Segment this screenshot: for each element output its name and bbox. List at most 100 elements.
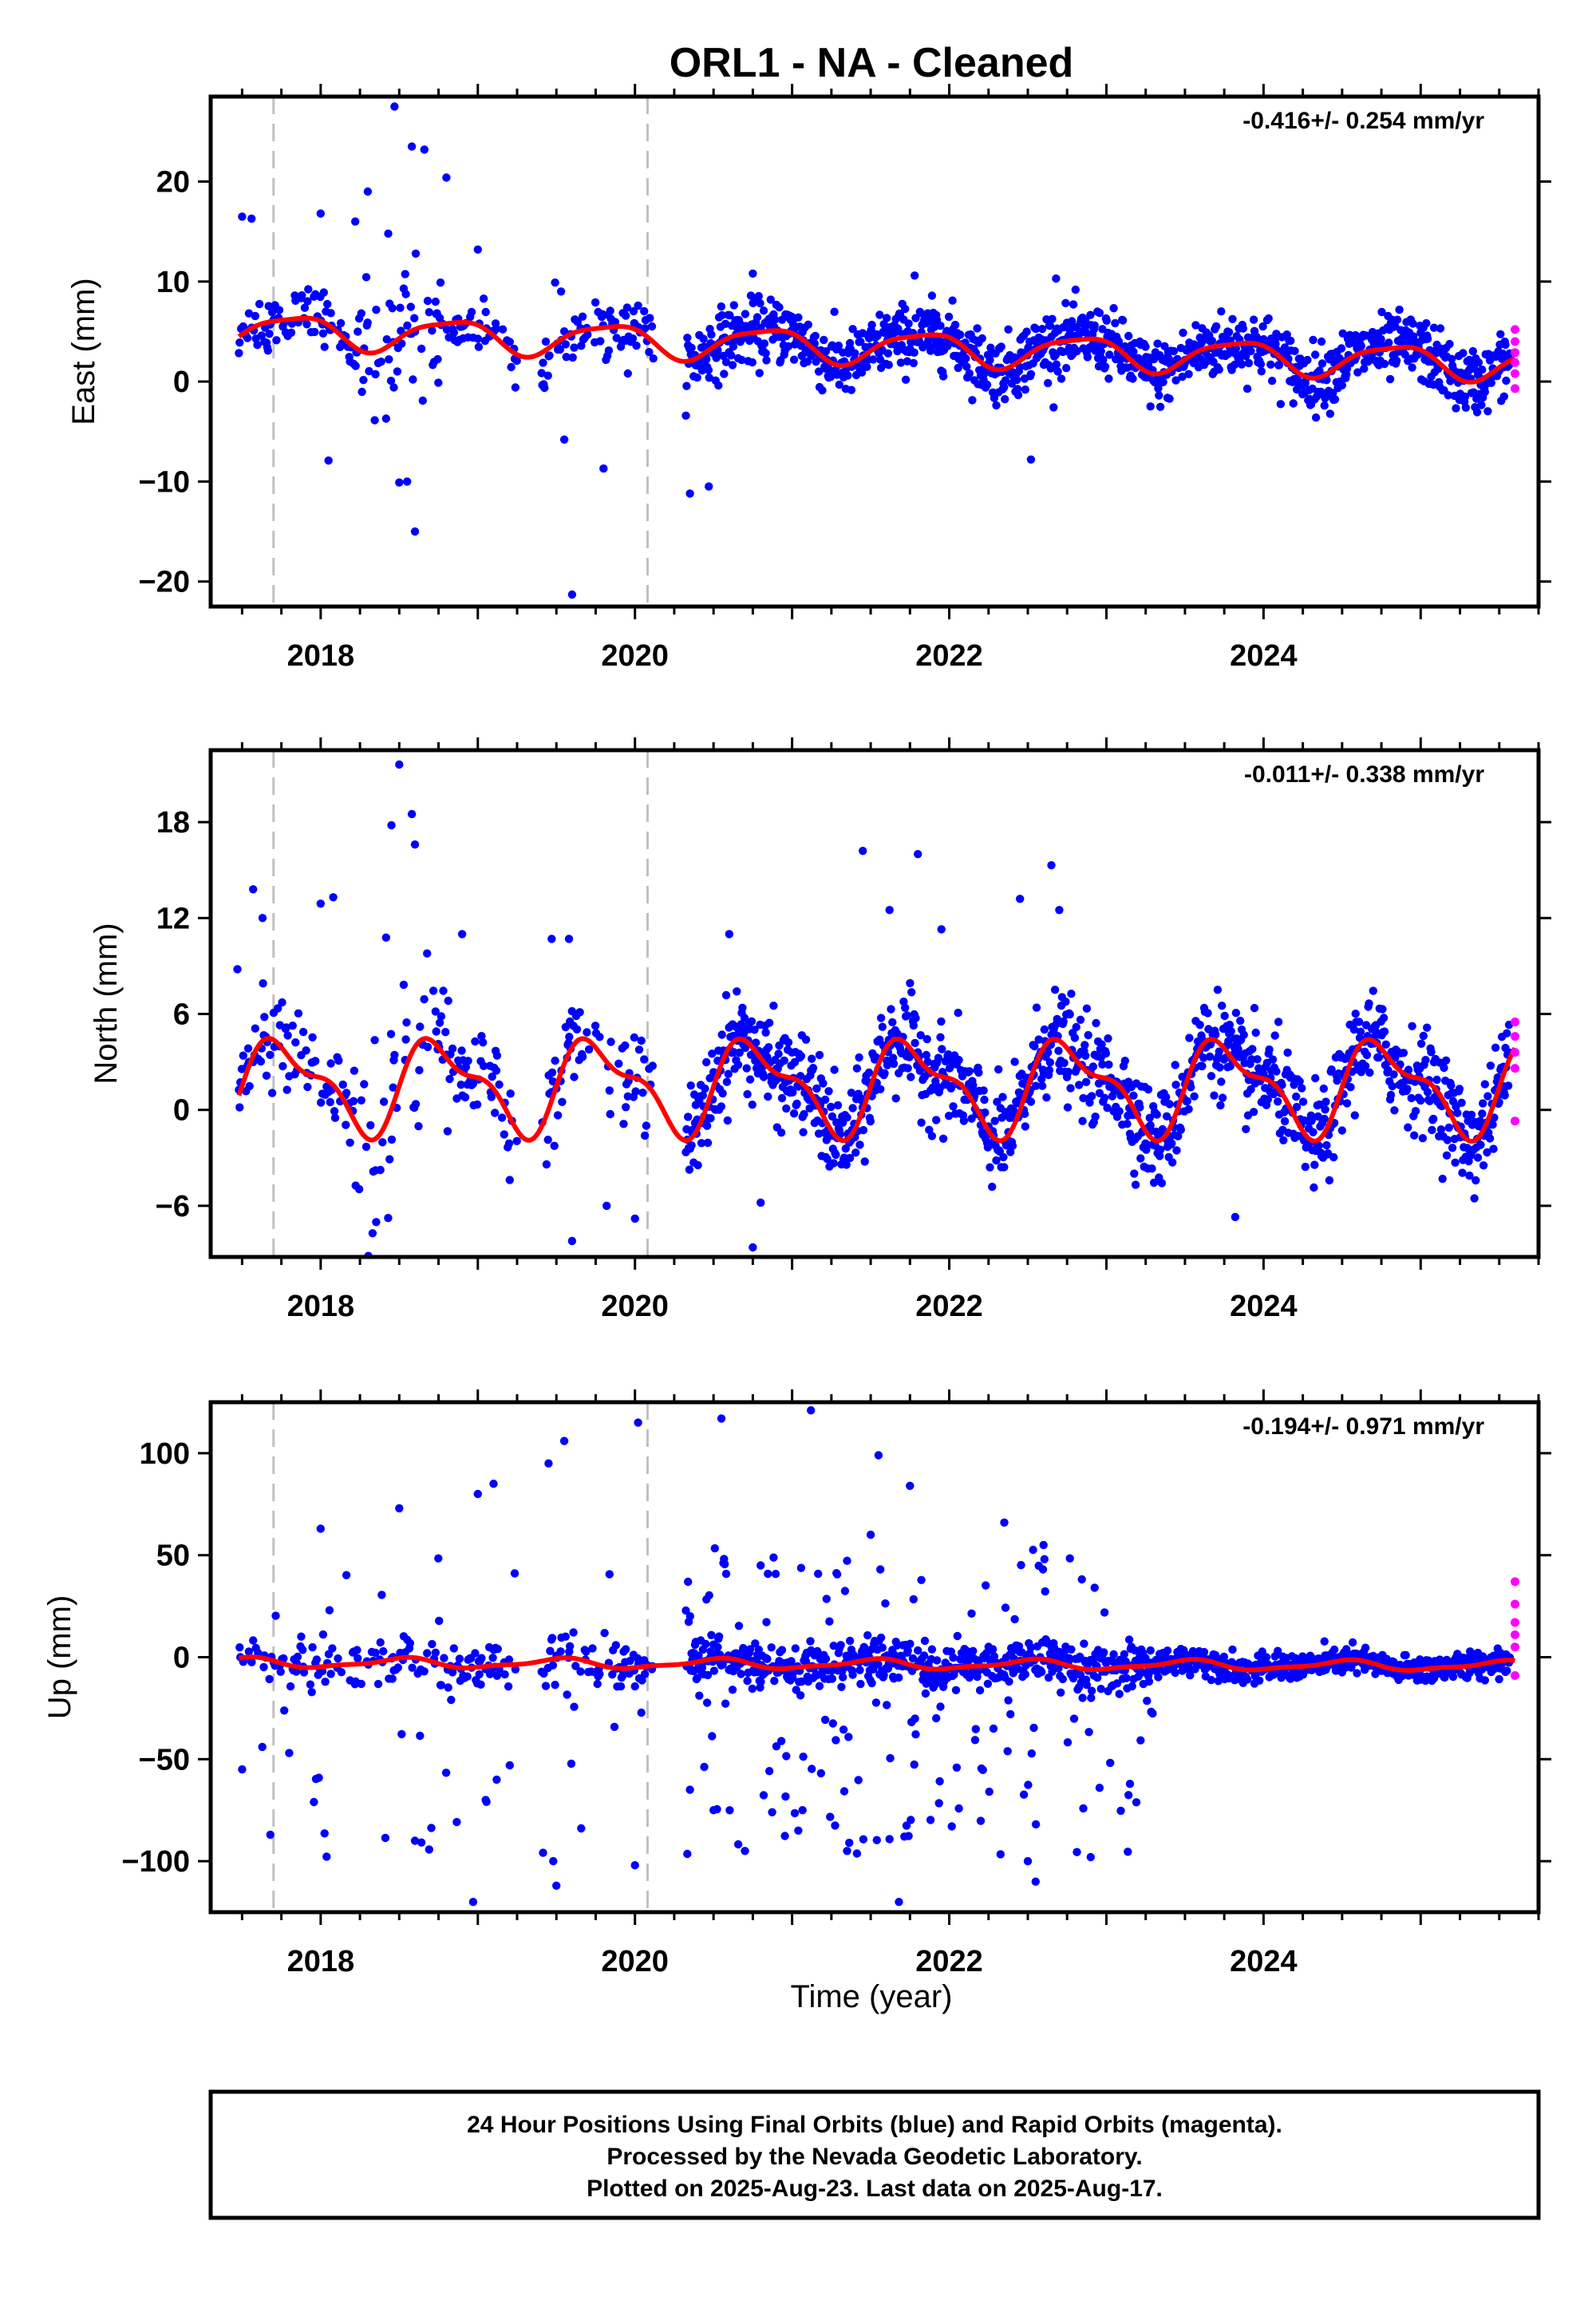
data-point xyxy=(498,1113,506,1121)
data-point xyxy=(468,308,476,316)
data-point xyxy=(339,1081,347,1089)
data-point xyxy=(1104,374,1112,382)
data-point xyxy=(1073,1023,1080,1031)
data-point xyxy=(904,1832,912,1840)
outlier-point xyxy=(317,1524,325,1532)
data-point xyxy=(877,1014,885,1022)
data-point xyxy=(1343,1099,1351,1107)
data-point xyxy=(1184,370,1192,378)
data-point xyxy=(741,310,749,318)
data-point xyxy=(1240,1031,1248,1039)
data-point xyxy=(693,373,701,381)
data-point xyxy=(440,1654,448,1662)
data-point xyxy=(1476,1140,1484,1148)
data-point xyxy=(366,1121,374,1129)
data-point xyxy=(464,1057,472,1065)
data-point xyxy=(1495,1675,1503,1683)
data-point xyxy=(986,1788,994,1796)
data-point xyxy=(259,1663,267,1671)
data-point xyxy=(287,329,295,337)
data-point xyxy=(910,1595,918,1603)
data-point xyxy=(1196,1021,1204,1029)
data-point xyxy=(428,1640,436,1648)
data-point xyxy=(687,1081,695,1089)
outlier-point xyxy=(411,840,419,848)
data-point xyxy=(817,1769,825,1777)
data-point xyxy=(610,1723,618,1731)
data-point xyxy=(1503,1030,1511,1037)
data-point xyxy=(892,1094,900,1102)
data-point xyxy=(901,305,909,313)
data-point xyxy=(638,1089,646,1097)
data-point xyxy=(358,1097,365,1105)
data-point xyxy=(770,1677,778,1685)
data-point xyxy=(869,355,877,363)
data-point xyxy=(718,1089,726,1097)
data-point xyxy=(1004,326,1012,334)
data-point xyxy=(354,327,361,335)
data-point xyxy=(910,1022,918,1030)
data-point xyxy=(1078,1694,1086,1701)
data-point xyxy=(1216,1101,1224,1109)
outlier-point xyxy=(249,885,257,893)
data-point xyxy=(936,322,944,330)
data-point xyxy=(412,250,420,258)
data-point xyxy=(1352,1010,1360,1018)
rapid-point xyxy=(1511,384,1519,393)
data-point xyxy=(907,1073,915,1081)
data-point xyxy=(809,1064,817,1072)
data-point xyxy=(1429,1115,1437,1123)
data-point xyxy=(320,288,328,296)
data-point xyxy=(448,1045,456,1053)
data-point xyxy=(249,1636,257,1644)
outlier-point xyxy=(1047,861,1055,869)
data-point xyxy=(442,1769,450,1777)
data-point xyxy=(973,324,981,332)
data-point xyxy=(1404,1124,1412,1132)
data-point xyxy=(289,1022,297,1030)
data-point xyxy=(622,1103,630,1111)
data-point xyxy=(1092,1019,1100,1027)
x-tick-label: 2024 xyxy=(1230,1945,1298,1978)
data-point xyxy=(851,1148,859,1156)
data-point xyxy=(1156,1145,1164,1153)
data-point xyxy=(887,1005,895,1013)
data-point xyxy=(1458,1168,1466,1176)
data-point xyxy=(1311,1074,1319,1082)
data-point xyxy=(784,1038,792,1046)
data-point xyxy=(1309,1128,1317,1136)
data-point xyxy=(567,1760,575,1768)
data-point xyxy=(1080,1041,1088,1049)
data-point xyxy=(928,1132,936,1140)
data-point xyxy=(1029,1546,1037,1554)
data-point xyxy=(579,313,587,321)
data-point xyxy=(410,314,418,322)
data-point xyxy=(816,1051,824,1059)
data-point xyxy=(828,1674,836,1682)
data-point xyxy=(1167,1140,1175,1148)
data-point xyxy=(753,313,761,321)
data-point xyxy=(1132,1180,1140,1188)
y-tick-label: −10 xyxy=(139,465,190,499)
outlier-point xyxy=(1087,1853,1095,1861)
data-point xyxy=(1177,1125,1185,1133)
data-point xyxy=(954,1804,962,1812)
data-point xyxy=(1123,1120,1131,1128)
data-point xyxy=(543,1160,551,1168)
data-point xyxy=(1221,1012,1229,1020)
data-point xyxy=(1013,376,1021,384)
data-point xyxy=(1321,1638,1329,1646)
data-point xyxy=(321,343,329,351)
data-point xyxy=(1084,353,1092,361)
data-point xyxy=(1483,1092,1491,1100)
data-point xyxy=(577,1824,585,1832)
data-point xyxy=(302,320,310,328)
data-point xyxy=(765,1767,773,1775)
data-point xyxy=(415,1066,423,1074)
data-point xyxy=(420,1667,428,1675)
data-point xyxy=(861,1157,869,1165)
data-point xyxy=(723,1078,731,1086)
data-point xyxy=(1271,1031,1279,1039)
outlier-point xyxy=(329,893,337,901)
data-point xyxy=(1408,1094,1416,1102)
